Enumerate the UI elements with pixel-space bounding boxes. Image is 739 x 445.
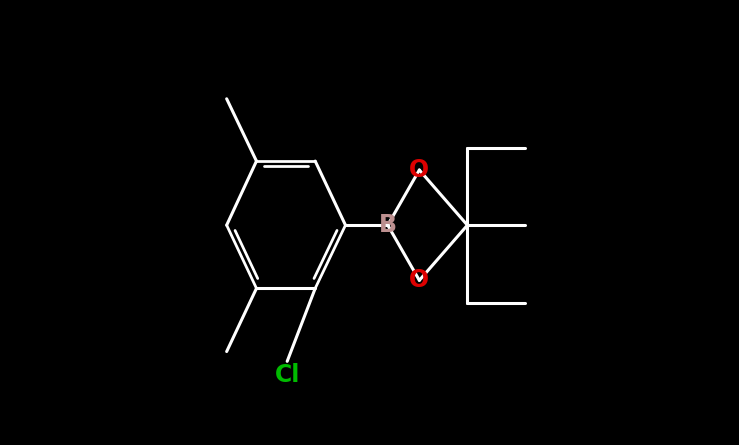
Text: O: O xyxy=(409,268,429,292)
Text: B: B xyxy=(379,213,397,237)
Text: Cl: Cl xyxy=(274,363,300,387)
Text: O: O xyxy=(409,158,429,182)
